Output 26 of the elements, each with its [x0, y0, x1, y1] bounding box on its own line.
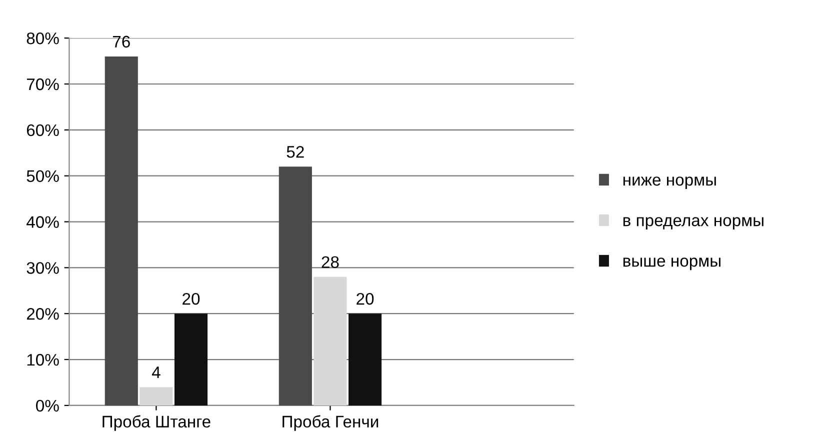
legend-label: выше нормы — [623, 258, 720, 270]
y-tick-label: 70% — [26, 78, 59, 90]
data-label: 76 — [112, 36, 130, 48]
data-label: 4 — [152, 366, 160, 378]
y-tick-label: 0% — [36, 400, 59, 412]
data-label: 20 — [182, 292, 200, 305]
legend-label: ниже нормы — [623, 176, 716, 189]
y-tick-label: 80% — [26, 32, 59, 44]
bar — [278, 166, 312, 406]
bar — [140, 387, 173, 406]
legend-label: в пределах нормы — [623, 217, 764, 230]
y-tick-label: 60% — [26, 124, 59, 136]
data-label: 52 — [286, 146, 304, 158]
data-label: 28 — [322, 256, 339, 268]
y-tick-label: 50% — [26, 170, 59, 182]
y-tick-label: 10% — [27, 354, 59, 366]
x-tick-label: Проба Генчи — [282, 415, 378, 431]
y-tick-label: 30% — [26, 262, 59, 274]
y-tick-label: 40% — [26, 216, 59, 228]
y-tick-label: 20% — [26, 308, 59, 320]
x-tick-label: Проба Штанге — [102, 415, 210, 431]
bar — [314, 276, 347, 406]
bar — [348, 314, 382, 406]
data-label: 20 — [356, 292, 374, 305]
bar — [104, 56, 138, 406]
bar — [174, 314, 208, 406]
